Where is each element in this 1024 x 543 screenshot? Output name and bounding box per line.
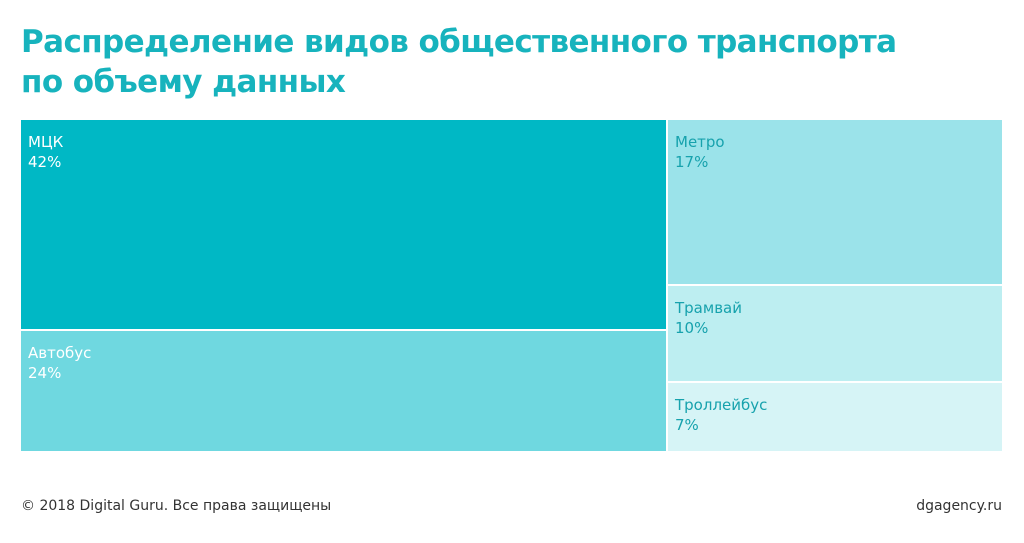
treemap-tile-label: МЦК xyxy=(28,133,64,151)
treemap: МЦК 42% Автобус 24% Метро 17% Трамвай 10% Тролле… xyxy=(21,120,1002,451)
treemap-tile-value: 42% xyxy=(28,153,62,171)
treemap-tile-4: Трамвай 10% xyxy=(668,286,1002,381)
treemap-tile-label: Автобус xyxy=(28,344,92,362)
treemap-tile-label: Трамвай xyxy=(675,299,742,317)
chart-title-line-1: Распределение видов общественного трансп… xyxy=(21,24,897,60)
treemap-tile-1: МЦК 42% xyxy=(21,120,666,329)
treemap-tile-value: 17% xyxy=(675,153,709,171)
treemap-tile-value: 24% xyxy=(28,364,62,382)
footer-site: dgagency.ru xyxy=(916,498,1002,514)
chart-title: Распределение видов общественного трансп… xyxy=(21,22,1001,102)
treemap-tile-label: Метро xyxy=(675,133,725,151)
treemap-tile-value: 7% xyxy=(675,416,699,434)
treemap-tile-label: Троллейбус xyxy=(675,396,768,414)
chart-title-line-2: по объему данных xyxy=(21,64,346,100)
treemap-tile-3: Метро 17% xyxy=(668,120,1002,284)
treemap-tile-2: Автобус 24% xyxy=(21,331,666,451)
footer-copyright: © 2018 Digital Guru. Все права защищены xyxy=(21,498,332,514)
treemap-tile-5: Троллейбус 7% xyxy=(668,383,1002,451)
treemap-tile-value: 10% xyxy=(675,319,709,337)
